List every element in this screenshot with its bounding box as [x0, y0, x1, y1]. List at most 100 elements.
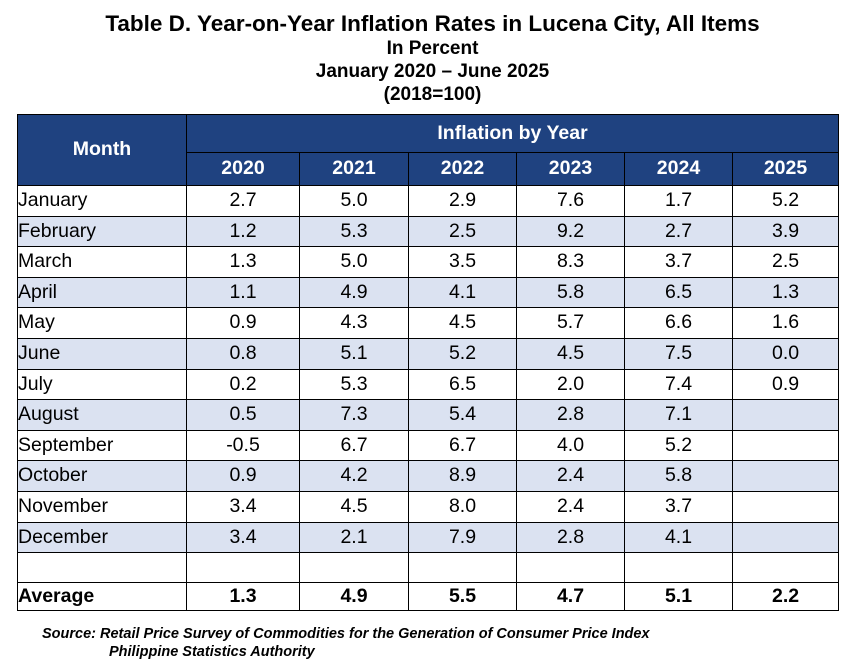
value-cell: 3.4 [186, 490, 300, 523]
table-title: Table D. Year-on-Year Inflation Rates in… [105, 11, 760, 36]
value-cell [731, 399, 840, 431]
value-cell: 8.0 [408, 490, 517, 523]
value-cell: 6.6 [624, 307, 733, 339]
value-cell: 7.6 [516, 185, 625, 217]
value-cell: 2.0 [516, 368, 625, 401]
value-cell: 4.0 [516, 429, 625, 462]
source-line-1: Source: Retail Price Survey of Commoditi… [42, 626, 650, 642]
table-row: June 0.8 5.1 5.2 4.5 7.5 0.0 [17, 337, 840, 370]
month-cell: May [17, 307, 187, 339]
value-cell: 0.9 [186, 460, 300, 492]
value-cell: 2.8 [516, 399, 625, 431]
year-header: 2024 [624, 152, 733, 186]
average-value: 1.3 [186, 582, 300, 612]
year-header: 2020 [186, 152, 300, 186]
value-cell: 3.4 [186, 521, 300, 554]
value-cell: 4.5 [516, 337, 625, 370]
value-cell: 5.2 [624, 429, 733, 462]
value-cell: 0.9 [731, 368, 840, 401]
value-cell: 1.3 [731, 276, 840, 309]
month-cell: August [17, 399, 187, 431]
month-cell: March [17, 246, 187, 278]
table-row: July 0.2 5.3 6.5 2.0 7.4 0.9 [17, 368, 840, 401]
subtitle-unit: In Percent [386, 38, 479, 59]
value-cell: 2.1 [299, 521, 409, 554]
average-value: 4.7 [516, 582, 625, 612]
value-cell: 4.3 [299, 307, 409, 339]
value-cell: 7.5 [624, 337, 733, 370]
value-cell: 6.7 [408, 429, 517, 462]
value-cell: 4.1 [408, 276, 517, 309]
title-block: Table D. Year-on-Year Inflation Rates in… [0, 10, 865, 106]
value-cell: 2.4 [516, 490, 625, 523]
value-cell: 9.2 [516, 215, 625, 248]
value-cell: 1.3 [186, 246, 300, 278]
average-value: 5.1 [624, 582, 733, 612]
table-row: January 2.7 5.0 2.9 7.6 1.7 5.2 [17, 185, 840, 217]
value-cell: 5.3 [299, 368, 409, 401]
table-row: September -0.5 6.7 6.7 4.0 5.2 [17, 429, 840, 462]
year-header: 2022 [408, 152, 517, 186]
value-cell: 8.9 [408, 460, 517, 492]
value-cell [731, 429, 840, 462]
value-cell [731, 460, 840, 492]
value-cell: 7.9 [408, 521, 517, 554]
value-cell: 5.8 [516, 276, 625, 309]
month-cell: July [17, 368, 187, 401]
value-cell: 5.4 [408, 399, 517, 431]
value-cell: 5.1 [299, 337, 409, 370]
value-cell: 6.5 [624, 276, 733, 309]
value-cell: 2.5 [408, 215, 517, 248]
value-cell: 1.6 [731, 307, 840, 339]
month-cell: December [17, 521, 187, 554]
value-cell: 5.0 [299, 246, 409, 278]
value-cell: 1.2 [186, 215, 300, 248]
value-cell: 3.7 [624, 490, 733, 523]
value-cell: 4.5 [299, 490, 409, 523]
value-cell: 7.1 [624, 399, 733, 431]
month-cell: January [17, 185, 187, 217]
value-cell: -0.5 [186, 429, 300, 462]
table-row: August 0.5 7.3 5.4 2.8 7.1 [17, 399, 840, 431]
average-row: Average 1.3 4.9 5.5 4.7 5.1 2.2 [17, 582, 840, 612]
value-cell: 5.3 [299, 215, 409, 248]
table-row: November 3.4 4.5 8.0 2.4 3.7 [17, 490, 840, 523]
value-cell: 7.3 [299, 399, 409, 431]
source-note: Source: Retail Price Survey of Commoditi… [42, 625, 650, 661]
month-column-header: Month [17, 114, 187, 186]
group-header: Inflation by Year [185, 114, 840, 153]
year-header: 2025 [731, 152, 840, 186]
source-line-2: Philippine Statistics Authority [109, 644, 315, 660]
table-row: April 1.1 4.9 4.1 5.8 6.5 1.3 [17, 276, 840, 309]
value-cell: 2.7 [624, 215, 733, 248]
value-cell: 0.8 [186, 337, 300, 370]
table-row: February 1.2 5.3 2.5 9.2 2.7 3.9 [17, 215, 840, 248]
value-cell: 3.7 [624, 246, 733, 278]
value-cell: 6.7 [299, 429, 409, 462]
value-cell: 0.5 [186, 399, 300, 431]
value-cell: 6.5 [408, 368, 517, 401]
table-row: December 3.4 2.1 7.9 2.8 4.1 [17, 521, 840, 554]
value-cell: 4.9 [299, 276, 409, 309]
value-cell: 4.5 [408, 307, 517, 339]
subtitle-base: (2018=100) [383, 84, 482, 105]
month-cell: November [17, 490, 187, 523]
value-cell: 5.2 [731, 185, 840, 217]
table-row: October 0.9 4.2 8.9 2.4 5.8 [17, 460, 840, 492]
value-cell: 1.1 [186, 276, 300, 309]
table-row: May 0.9 4.3 4.5 5.7 6.6 1.6 [17, 307, 840, 339]
value-cell: 4.2 [299, 460, 409, 492]
value-cell [731, 521, 840, 554]
value-cell: 0.9 [186, 307, 300, 339]
value-cell: 5.0 [299, 185, 409, 217]
table-body: January 2.7 5.0 2.9 7.6 1.7 5.2 February 1.2 5.3 2… [17, 185, 840, 612]
value-cell: 2.9 [408, 185, 517, 217]
month-cell: June [17, 337, 187, 370]
year-header: 2023 [516, 152, 625, 186]
value-cell: 3.5 [408, 246, 517, 278]
month-cell: February [17, 215, 187, 248]
value-cell: 8.3 [516, 246, 625, 278]
blank-row [17, 552, 840, 584]
value-cell: 7.4 [624, 368, 733, 401]
value-cell: 1.7 [624, 185, 733, 217]
